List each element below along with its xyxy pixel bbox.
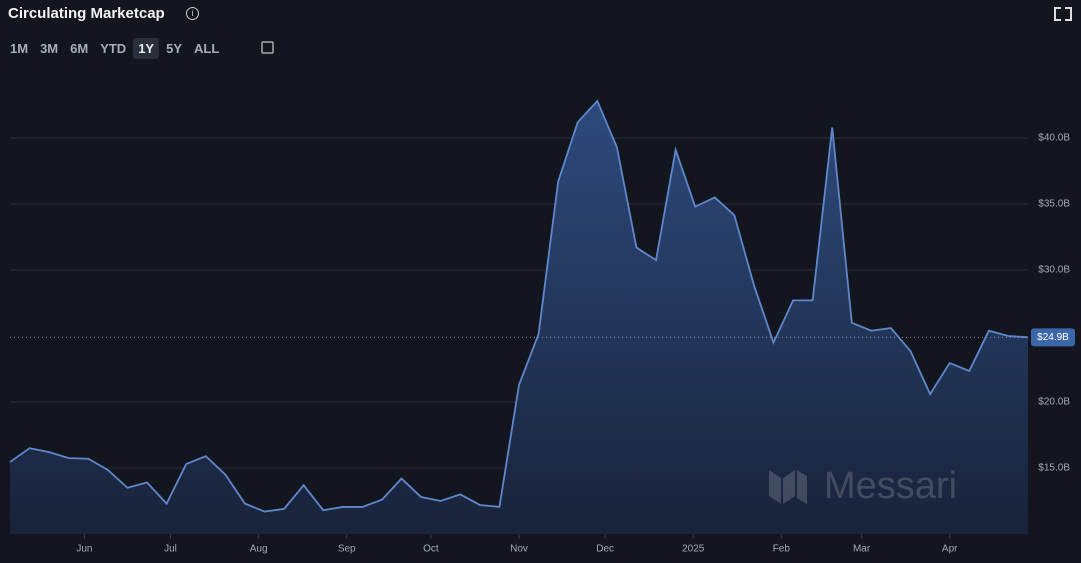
x-tick-label: Dec xyxy=(596,544,614,555)
area xyxy=(10,101,1028,534)
fullscreen-icon[interactable] xyxy=(1054,7,1072,21)
x-tick-label: 2025 xyxy=(682,544,705,555)
x-tick-label: Oct xyxy=(423,544,439,555)
range-button[interactable]: YTD xyxy=(100,41,127,56)
last-value-label: $24.9B xyxy=(1037,332,1069,343)
x-tick-label: Mar xyxy=(853,544,871,555)
range-button[interactable]: 3M xyxy=(40,41,59,56)
range-buttons: 1M 3M 6M YTD 1Y 5Y ALL xyxy=(5,38,224,59)
x-tick-label: Apr xyxy=(942,544,958,555)
line xyxy=(9,99,1029,513)
range-button[interactable]: 5Y xyxy=(166,41,182,56)
y-tick-label: $20.0B xyxy=(1038,397,1070,408)
y-tick-label: $40.0B xyxy=(1038,133,1070,144)
x-tick-label: Sep xyxy=(338,544,356,555)
info-icon[interactable]: i xyxy=(186,7,199,20)
range-button[interactable]: 1M xyxy=(10,41,29,56)
range-button[interactable]: ALL xyxy=(194,41,220,56)
x-tick-label: Jun xyxy=(76,544,92,555)
last-value-badge xyxy=(1031,328,1075,347)
y-tick-label: $30.0B xyxy=(1038,265,1070,276)
watermark-text: Messari xyxy=(824,465,957,507)
y-tick-label: $15.0B xyxy=(1038,463,1070,474)
calendar-icon[interactable] xyxy=(261,41,274,54)
range-button[interactable]: 6M xyxy=(70,41,89,56)
watermark: Messari xyxy=(769,465,957,507)
x-tick-label: Nov xyxy=(510,544,528,555)
chart-title: Circulating Marketcap xyxy=(8,5,165,22)
x-tick-label: Jul xyxy=(164,544,177,555)
y-tick-label: $35.0B xyxy=(1038,199,1070,210)
x-tick-label: Aug xyxy=(250,544,268,555)
range-button[interactable]: 1Y xyxy=(133,38,160,59)
x-tick-label: Feb xyxy=(773,544,791,555)
